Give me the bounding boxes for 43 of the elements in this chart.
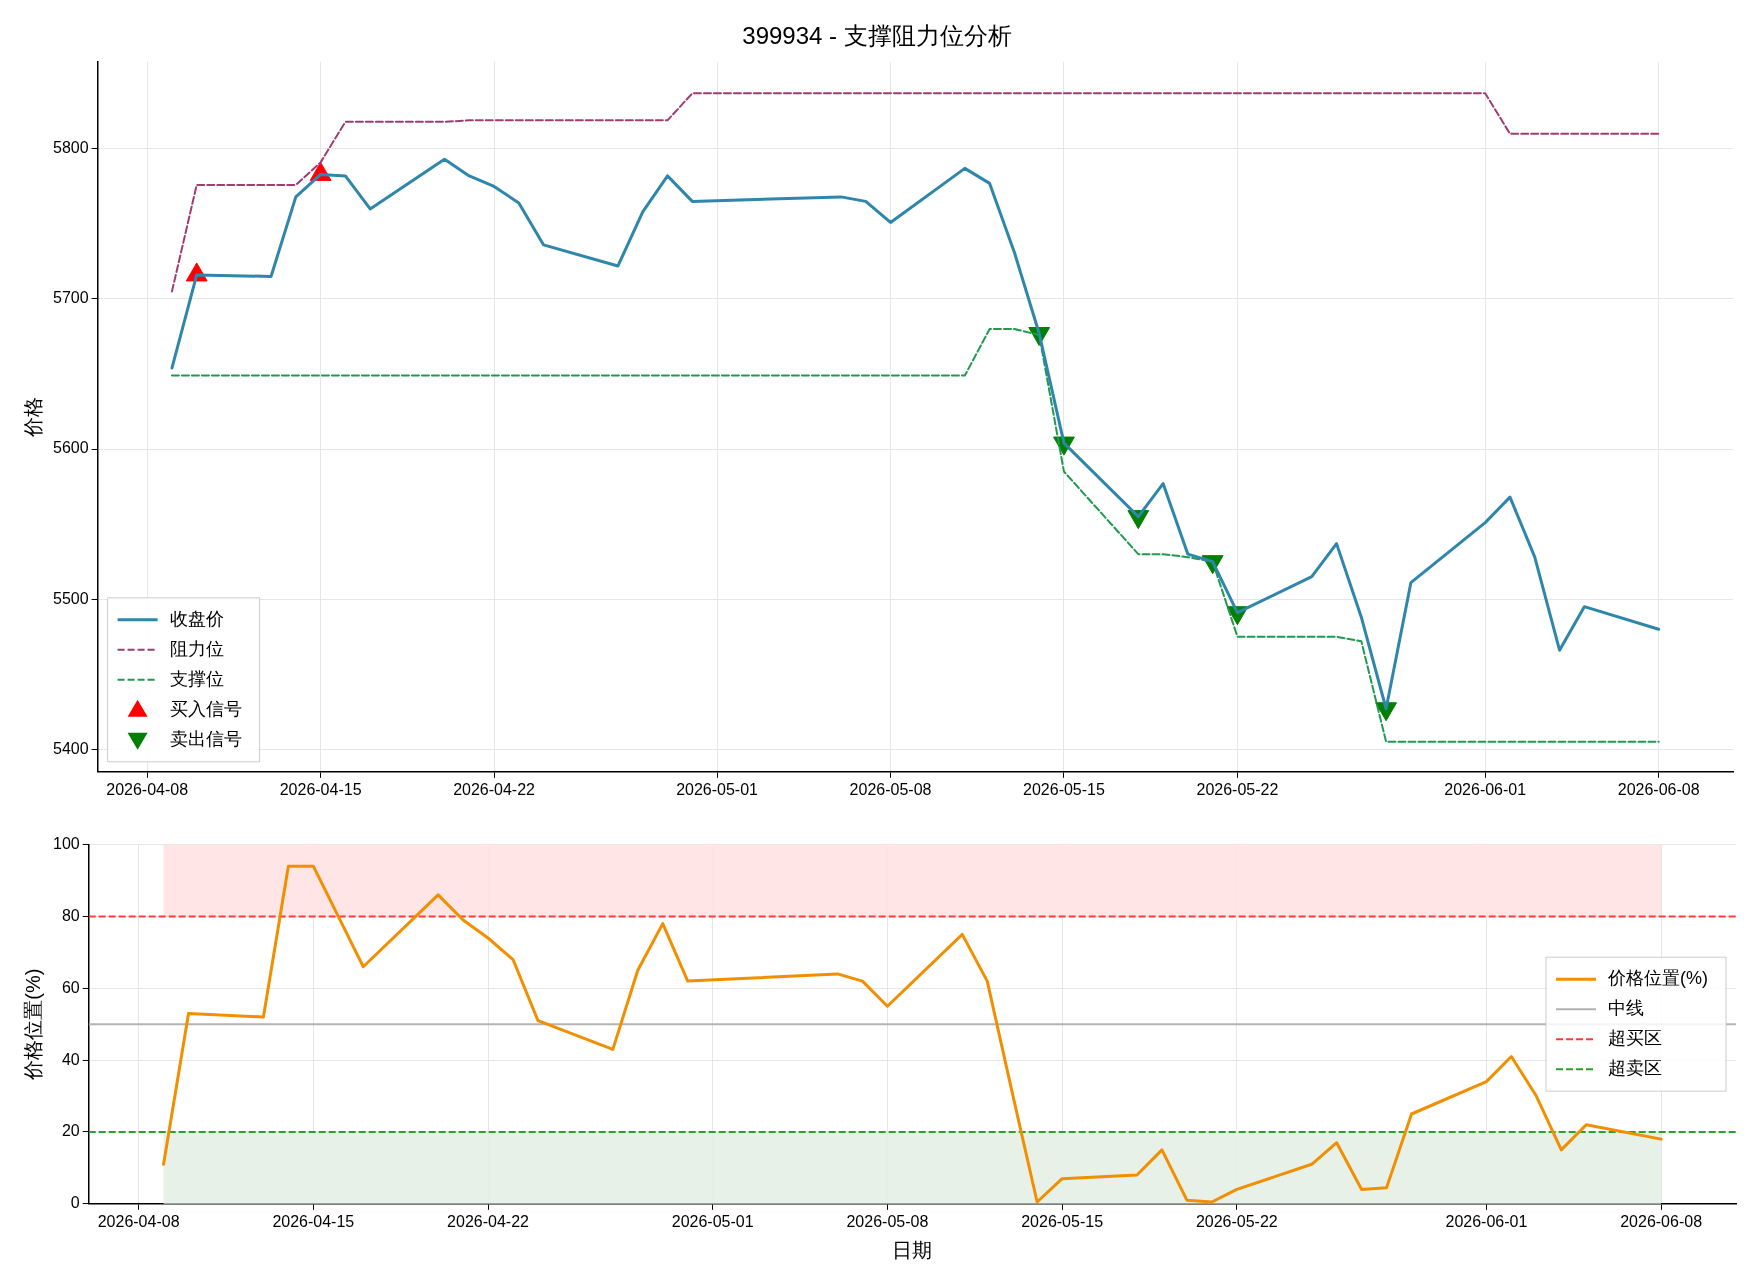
x-tick-label: 2026-05-08 bbox=[849, 780, 932, 798]
line-series bbox=[170, 92, 1660, 293]
y-tick-label: 20 bbox=[61, 1122, 80, 1140]
y-tick-label: 40 bbox=[61, 1050, 80, 1068]
x-tick-label: 2026-05-22 bbox=[1195, 1212, 1278, 1230]
x-tick-label: 2026-04-22 bbox=[453, 780, 536, 798]
legend-label: 中线 bbox=[1608, 998, 1645, 1019]
y-tick-label: 100 bbox=[52, 835, 80, 853]
x-tick-label: 2026-05-22 bbox=[1196, 780, 1279, 798]
x-tick-label: 2026-04-22 bbox=[447, 1212, 530, 1230]
y-tick-label: 0 bbox=[70, 1194, 80, 1212]
x-tick-label: 2026-04-08 bbox=[106, 780, 189, 798]
legend-label: 超卖区 bbox=[1608, 1058, 1663, 1079]
x-tick-label: 2026-04-15 bbox=[279, 780, 362, 798]
x-tick-label: 2026-05-01 bbox=[676, 780, 759, 798]
legend-label: 超买区 bbox=[1608, 1028, 1663, 1049]
y-axis-title: 价格位置(%) bbox=[21, 968, 44, 1081]
legend-label: 买入信号 bbox=[169, 698, 242, 719]
y-tick-label: 5500 bbox=[53, 589, 89, 607]
y-tick-label: 80 bbox=[61, 906, 80, 924]
x-tick-label: 2026-05-15 bbox=[1023, 780, 1105, 798]
x-axis-title: 日期 bbox=[892, 1238, 933, 1261]
legend-label: 价格位置(%) bbox=[1607, 968, 1709, 989]
x-tick-label: 2026-05-08 bbox=[846, 1212, 929, 1230]
x-tick-label: 2026-04-15 bbox=[272, 1212, 355, 1230]
x-tick-label: 2026-06-01 bbox=[1445, 1212, 1528, 1230]
y-axis-title: 价格 bbox=[21, 396, 44, 438]
legend-label: 阻力位 bbox=[169, 638, 224, 659]
x-tick-label: 2026-05-01 bbox=[671, 1212, 754, 1230]
x-tick-label: 2026-06-08 bbox=[1617, 780, 1700, 798]
x-tick-label: 2026-06-08 bbox=[1620, 1212, 1703, 1230]
legend-label: 卖出信号 bbox=[169, 728, 242, 749]
x-tick-label: 2026-06-01 bbox=[1444, 780, 1527, 798]
y-tick-label: 5400 bbox=[53, 739, 89, 757]
y-tick-label: 60 bbox=[61, 978, 80, 996]
chart-title: 399934 - 支撑阻力位分析 bbox=[742, 22, 1012, 50]
x-tick-label: 2026-05-15 bbox=[1021, 1212, 1104, 1230]
x-tick-label: 2026-04-08 bbox=[97, 1212, 180, 1230]
y-tick-label: 5600 bbox=[53, 439, 89, 457]
legend-label: 收盘价 bbox=[169, 608, 224, 629]
y-tick-label: 5700 bbox=[53, 289, 89, 307]
legend-label: 支撑位 bbox=[169, 668, 224, 689]
y-tick-label: 5800 bbox=[53, 139, 89, 157]
